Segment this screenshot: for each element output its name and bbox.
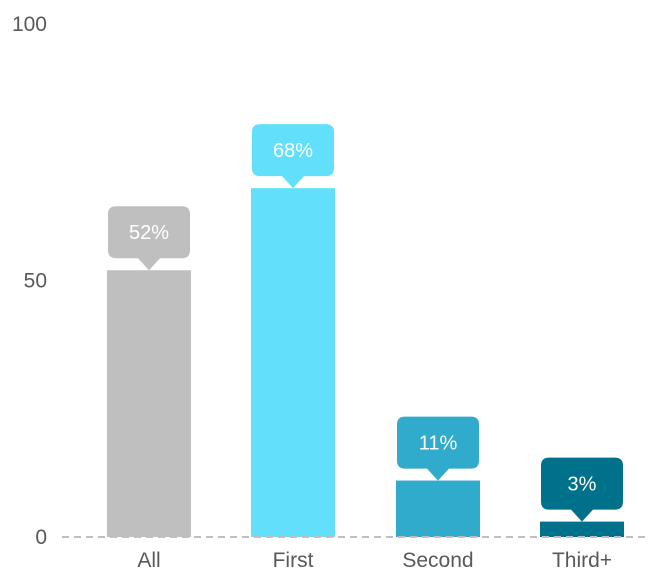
data-label: 11% xyxy=(419,433,458,455)
y-axis: 0 50 100 xyxy=(12,13,47,549)
x-category-label: Second xyxy=(402,549,473,571)
data-label: 68% xyxy=(273,140,313,162)
x-category-label: First xyxy=(273,549,314,571)
data-label-callout xyxy=(108,206,190,271)
bar xyxy=(540,521,624,537)
data-label-callout xyxy=(541,457,623,522)
data-label: 52% xyxy=(129,222,169,244)
data-label-callout xyxy=(397,416,479,481)
data-label: 3% xyxy=(568,474,597,496)
x-category-label: All xyxy=(137,549,160,571)
bar xyxy=(107,270,191,537)
x-axis: All First Second Third+ xyxy=(137,549,612,571)
y-tick-label: 50 xyxy=(24,270,47,293)
bars xyxy=(107,188,624,537)
bar xyxy=(251,188,335,537)
y-tick-label: 100 xyxy=(12,13,47,36)
y-tick-label: 0 xyxy=(35,526,47,549)
data-label-callouts: 52% 68% 11% 3% xyxy=(108,124,623,522)
bar xyxy=(396,480,480,537)
data-label-callout xyxy=(252,124,334,189)
x-category-label: Third+ xyxy=(552,549,612,571)
